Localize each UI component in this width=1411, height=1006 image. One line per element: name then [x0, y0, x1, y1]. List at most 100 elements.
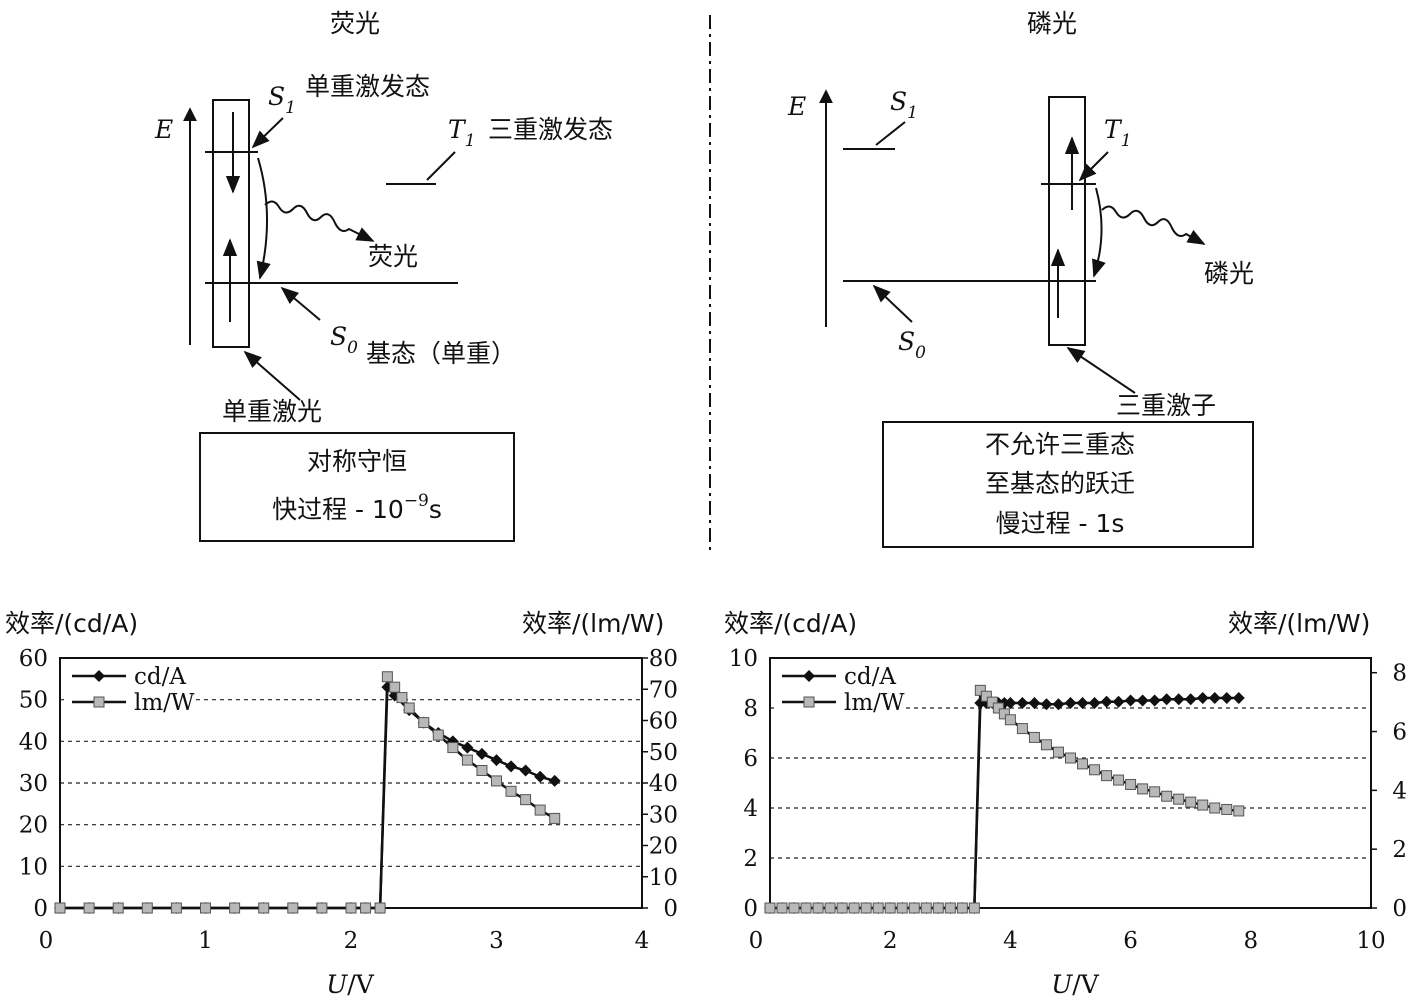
legend-entry: cd/A — [844, 664, 896, 690]
x-tick-label: 0 — [39, 928, 54, 954]
data-point — [381, 671, 393, 683]
fluorescence-efficiency-chart: 效率/(cd/A) 效率/(lm/W) U/V 0102030405060010… — [5, 609, 678, 999]
chart1-right-axis-title: 效率/(lm/W) — [522, 609, 664, 638]
data-point — [1173, 793, 1185, 805]
phos-s0-label: S0 — [898, 327, 926, 363]
data-point — [258, 902, 270, 914]
phosphorescence-diagram: 磷光 E S1 T1 磷光 S0 三重激子 不允许三重态 至基态的跃迁 慢过程 … — [787, 9, 1254, 548]
data-point — [1172, 693, 1185, 706]
legend-entry: lm/W — [134, 690, 195, 716]
data-point — [1016, 697, 1029, 709]
data-point — [968, 902, 980, 914]
data-point — [872, 902, 884, 914]
data-point — [170, 902, 182, 914]
data-point — [1052, 746, 1064, 758]
fluorescence-note-line2: 快过程 - 10−9s — [272, 491, 442, 524]
triplet-exciton-label: 三重激子 — [1116, 391, 1216, 420]
data-point — [491, 775, 502, 787]
data-point — [1076, 697, 1089, 709]
data-point — [461, 754, 473, 766]
chart1-left-axis-title: 效率/(cd/A) — [5, 609, 138, 638]
y2-tick-label: 70 — [649, 677, 678, 703]
phos-decay-arrow-icon — [1092, 187, 1106, 278]
data-point — [1197, 799, 1209, 811]
fluorescence-energy-label: E — [154, 115, 173, 144]
data-point — [141, 902, 153, 914]
legend-diamond-icon — [93, 670, 105, 682]
data-point — [836, 902, 848, 914]
data-point — [1077, 758, 1089, 770]
chart2-x-axis-title: U/V — [1051, 970, 1100, 999]
s1-pointer-icon — [251, 117, 284, 149]
x-tick-label: 3 — [489, 928, 504, 954]
phos-t1-label: T1 — [1104, 115, 1132, 151]
decay-arrow-icon — [256, 157, 271, 280]
data-point — [1209, 802, 1221, 814]
data-point — [112, 902, 124, 914]
s1-label: S1 — [268, 82, 296, 118]
data-point — [980, 690, 992, 702]
data-point — [1184, 693, 1197, 706]
y2-tick-label: 10 — [649, 865, 678, 891]
fluorescence-emission-label: 荧光 — [368, 242, 418, 271]
data-point — [1233, 805, 1245, 817]
ground-state-label: 基态（单重） — [366, 339, 516, 368]
data-point — [1088, 697, 1101, 709]
x-tick-label: 8 — [1243, 928, 1258, 954]
data-point — [1232, 692, 1245, 704]
data-point — [1016, 723, 1028, 735]
singlet-excited-label: 单重激发态 — [305, 72, 430, 101]
data-point — [860, 902, 872, 914]
data-point — [316, 902, 328, 914]
data-point — [1220, 692, 1233, 704]
s0-pointer-icon — [280, 286, 321, 321]
phosphorescence-note-box — [882, 421, 1254, 548]
data-point — [824, 902, 836, 914]
data-point — [932, 902, 944, 914]
phosphorescence-note-line1: 不允许三重态 — [985, 430, 1135, 459]
data-point — [908, 902, 920, 914]
data-point — [788, 902, 800, 914]
data-point — [998, 708, 1010, 720]
chart2-left-axis-title: 效率/(cd/A) — [724, 609, 857, 638]
s0-label: S0 — [330, 322, 358, 358]
y-tick-label: 20 — [19, 813, 48, 839]
y2-tick-label: 50 — [649, 740, 678, 766]
phos-t1-pointer-icon — [1078, 151, 1109, 182]
phosphorescence-note-line2: 至基态的跃迁 — [985, 469, 1135, 498]
triplet-exciton-box — [1048, 96, 1086, 346]
data-point — [475, 747, 488, 760]
data-point — [345, 902, 357, 914]
data-point — [800, 902, 812, 914]
data-point — [287, 902, 299, 914]
y-tick-label: 8 — [743, 696, 758, 722]
y-tick-label: 10 — [19, 854, 48, 880]
y-tick-label: 0 — [33, 896, 48, 922]
data-point — [1004, 697, 1017, 709]
fluorescence-emission-wave-icon — [264, 200, 375, 242]
fluorescence-title: 荧光 — [330, 9, 380, 38]
t1-pointer-icon — [426, 151, 456, 181]
x-tick-label: 4 — [1003, 928, 1018, 954]
y-tick-label: 40 — [19, 729, 48, 755]
fluorescence-note-line1: 对称守恒 — [307, 447, 407, 476]
legend-square-icon — [93, 696, 105, 708]
data-point — [848, 902, 860, 914]
data-point — [944, 902, 956, 914]
legend-square-icon — [803, 696, 815, 708]
data-point — [1161, 790, 1173, 802]
phosphorescence-emission-wave-icon — [1101, 205, 1206, 245]
data-point — [1149, 786, 1161, 798]
data-point — [992, 702, 1004, 714]
x-tick-label: 2 — [883, 928, 898, 954]
legend-entry: cd/A — [134, 664, 186, 690]
chart-legend: cd/Alm/W — [66, 662, 196, 718]
data-point — [534, 804, 546, 816]
fluorescence-diagram: 荧光 E S1 单重激发态 T1 三重激发态 荧光 S0 基态（单重） — [154, 9, 613, 542]
x-tick-label: 1 — [198, 928, 213, 954]
data-point — [1028, 697, 1041, 709]
data-point — [1148, 694, 1161, 707]
data-point — [764, 902, 776, 914]
legend-entry: lm/W — [844, 690, 905, 716]
data-point — [1221, 803, 1233, 815]
